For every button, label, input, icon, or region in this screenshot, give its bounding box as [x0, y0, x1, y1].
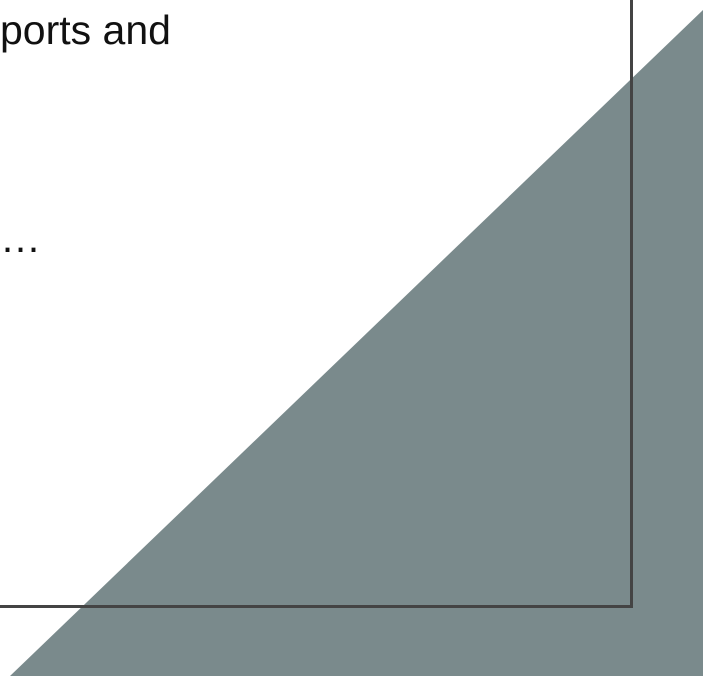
slide-text-ellipsis: … — [0, 215, 41, 261]
slide-text-line-1: ports and — [0, 7, 171, 53]
content-frame — [0, 0, 633, 608]
triangle-shape — [10, 10, 703, 676]
